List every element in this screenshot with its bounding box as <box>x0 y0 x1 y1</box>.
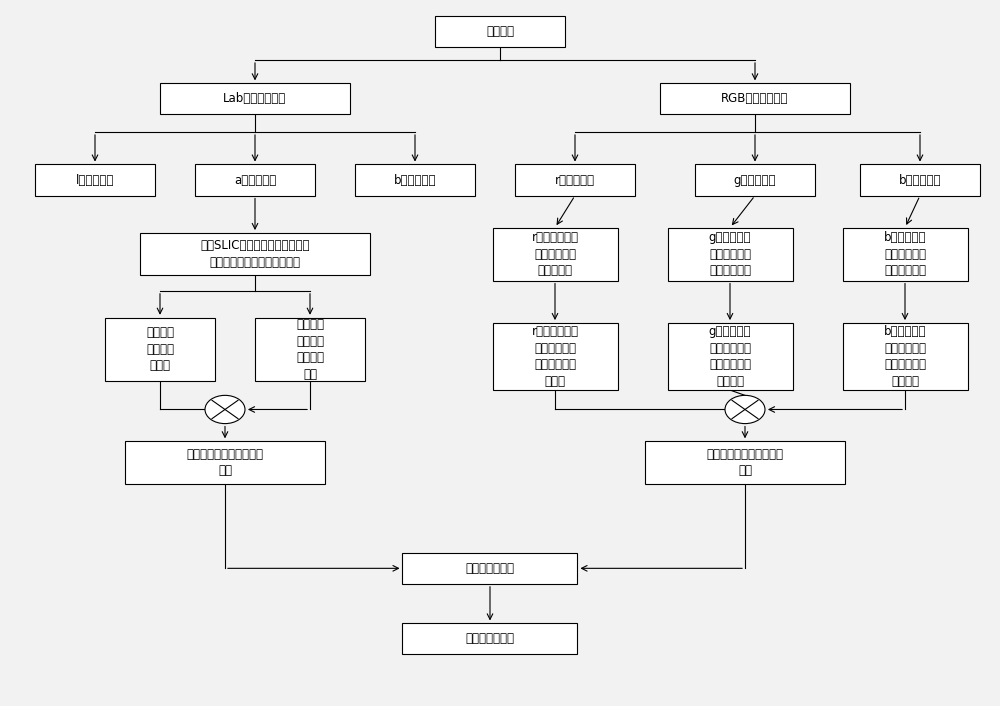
Bar <box>860 164 980 196</box>
Text: r色彩分量图上
局部矩形区域
的纹理特征: r色彩分量图上 局部矩形区域 的纹理特征 <box>532 231 578 277</box>
Text: b色彩分量图: b色彩分量图 <box>394 174 436 186</box>
Text: g色彩分量图
上局部矩形区
域的纹理特征: g色彩分量图 上局部矩形区 域的纹理特征 <box>709 231 751 277</box>
Bar <box>842 323 968 390</box>
Text: 二次非线性融合: 二次非线性融合 <box>466 562 514 575</box>
Text: b色彩分量图
上局部矩形区
域的纹理空间
分布特性: b色彩分量图 上局部矩形区 域的纹理空间 分布特性 <box>884 325 926 388</box>
Text: 输入图像: 输入图像 <box>486 25 514 38</box>
Bar <box>125 441 325 484</box>
Bar <box>402 553 577 584</box>
Bar <box>255 318 365 381</box>
Text: r色彩分量图上
局部矩形区域
的纹理空间分
布特性: r色彩分量图上 局部矩形区域 的纹理空间分 布特性 <box>532 325 578 388</box>
Text: b色彩分量图: b色彩分量图 <box>899 174 941 186</box>
Text: b色彩分量图
上局部矩形区
域的纹理特征: b色彩分量图 上局部矩形区 域的纹理特征 <box>884 231 926 277</box>
Text: Lab空间色彩变换: Lab空间色彩变换 <box>223 92 287 105</box>
Bar <box>402 623 577 654</box>
Bar <box>435 16 565 47</box>
Bar <box>695 164 815 196</box>
Bar <box>160 83 350 114</box>
Circle shape <box>725 395 765 424</box>
Bar <box>195 164 315 196</box>
Bar <box>493 227 618 280</box>
Text: l色彩分量图: l色彩分量图 <box>76 174 114 186</box>
Bar <box>355 164 475 196</box>
Text: 计算每个像素的颜色显著
性值: 计算每个像素的颜色显著 性值 <box>186 448 264 477</box>
Text: 采用SLIC超像素聚类方法提取超
像素区域，并计算其颜色特征: 采用SLIC超像素聚类方法提取超 像素区域，并计算其颜色特征 <box>200 239 310 269</box>
Text: RGB空间色彩变换: RGB空间色彩变换 <box>721 92 789 105</box>
Text: 超像素区
域的颜色
空间分布
特性: 超像素区 域的颜色 空间分布 特性 <box>296 318 324 381</box>
Bar <box>660 83 850 114</box>
Circle shape <box>205 395 245 424</box>
Text: 超像素区
域的颜色
独特性: 超像素区 域的颜色 独特性 <box>146 326 174 373</box>
Bar <box>842 227 968 280</box>
Bar <box>515 164 635 196</box>
Text: 最终显著性图像: 最终显著性图像 <box>466 633 514 645</box>
Bar <box>35 164 155 196</box>
Bar <box>645 441 845 484</box>
Text: g色彩分量图: g色彩分量图 <box>734 174 776 186</box>
Text: r色彩分量图: r色彩分量图 <box>555 174 595 186</box>
Text: a色彩分量图: a色彩分量图 <box>234 174 276 186</box>
Text: 计算每个像素的纹理显著
性值: 计算每个像素的纹理显著 性值 <box>706 448 784 477</box>
Bar <box>140 233 370 275</box>
Text: g色彩分量图
上局部矩形区
域的纹理空间
分布特性: g色彩分量图 上局部矩形区 域的纹理空间 分布特性 <box>709 325 751 388</box>
Bar <box>668 323 792 390</box>
Bar <box>105 318 215 381</box>
Bar <box>668 227 792 280</box>
Bar <box>493 323 618 390</box>
